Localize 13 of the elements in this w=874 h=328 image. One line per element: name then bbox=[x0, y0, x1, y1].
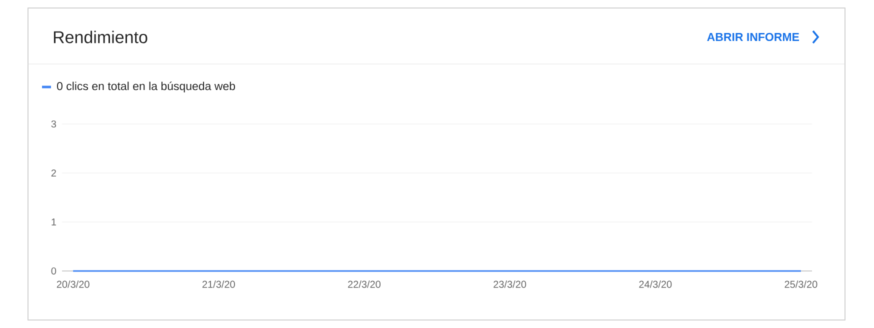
y-tick-label: 0 bbox=[51, 267, 56, 275]
y-tick-label: 2 bbox=[51, 170, 56, 176]
legend-label: 0 clics en total en la búsqueda web bbox=[57, 82, 236, 92]
x-tick-label: 22/3/20 bbox=[348, 280, 381, 288]
x-tick-label: 20/3/20 bbox=[56, 280, 90, 288]
x-tick-label: 25/3/20 bbox=[784, 280, 818, 288]
x-tick-label: 21/3/20 bbox=[202, 280, 235, 288]
x-tick-label: 23/3/20 bbox=[494, 280, 526, 288]
y-tick-label: 3 bbox=[51, 120, 56, 128]
chart-title: Rendimiento bbox=[54, 30, 148, 44]
text: ABRIR INFORME bbox=[707, 32, 799, 42]
x-tick-label: 24/3/20 bbox=[639, 280, 672, 288]
y-tick-label: 1 bbox=[52, 218, 56, 226]
